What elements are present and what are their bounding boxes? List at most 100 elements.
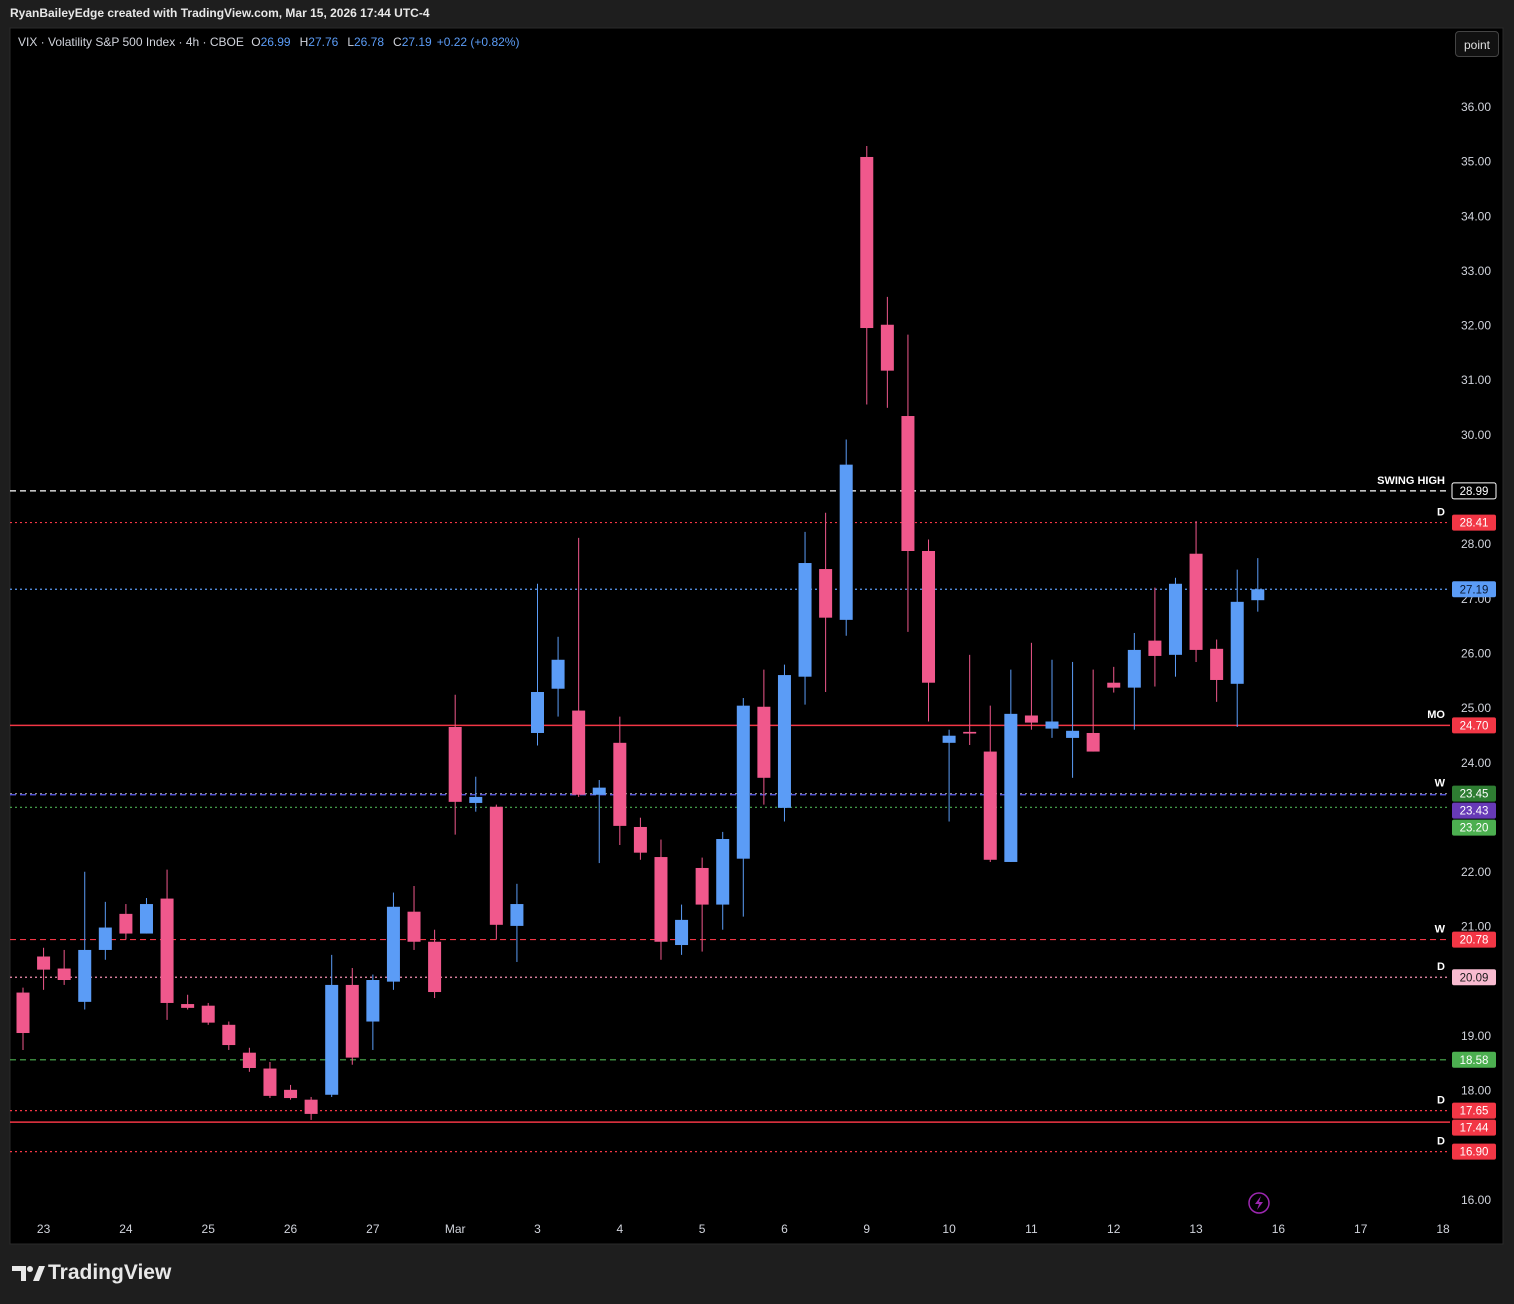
x-tick-label: 10	[942, 1222, 956, 1236]
y-tick-label: 31.00	[1461, 373, 1491, 387]
legend-change: +0.22 (+0.82%)	[436, 35, 520, 49]
level-label-bg	[1452, 1102, 1496, 1119]
legend-value: 27.19	[401, 35, 432, 49]
candle-body	[98, 927, 112, 950]
x-tick-label: 16	[1272, 1222, 1286, 1236]
candle-body	[695, 867, 709, 905]
candle-body	[119, 913, 133, 934]
x-tick-label: 24	[119, 1222, 133, 1236]
level-label: 17.65	[1460, 1106, 1489, 1118]
candle-body	[1251, 589, 1265, 601]
candle-body	[304, 1099, 318, 1114]
candle-body	[1168, 583, 1182, 655]
candle-body	[1148, 640, 1162, 656]
x-tick-label: 25	[202, 1222, 216, 1236]
level-tag: MO	[1427, 709, 1445, 721]
level-label: 20.09	[1460, 972, 1489, 984]
level-label-bg	[1451, 482, 1497, 500]
candle-body	[181, 1004, 195, 1008]
candle-body	[963, 731, 977, 734]
level-label-bg	[1452, 819, 1496, 836]
candle-body	[654, 857, 668, 942]
level-label-bg	[1452, 785, 1496, 802]
legend-key: L	[347, 35, 354, 49]
level-label: 27.19	[1460, 584, 1489, 596]
level-label-bg	[1452, 1051, 1496, 1068]
candle-body	[633, 826, 647, 853]
candle-body	[242, 1052, 256, 1068]
candle-body	[1045, 721, 1059, 729]
candle-body	[489, 806, 503, 925]
y-tick-label: 18.00	[1461, 1084, 1491, 1098]
y-tick-label: 33.00	[1461, 264, 1491, 278]
candle-body	[1107, 682, 1121, 688]
candle-body	[572, 710, 586, 795]
legend-value: 26.78	[354, 35, 385, 49]
legend-key: O	[251, 35, 261, 49]
y-tick-label: 16.00	[1461, 1193, 1491, 1207]
candle-body	[901, 416, 915, 552]
candle-body	[1086, 732, 1100, 752]
candle-body	[448, 726, 462, 802]
candle-body	[757, 706, 771, 778]
level-label: 24.70	[1460, 720, 1489, 732]
candle-body	[613, 742, 627, 826]
x-tick-label: 9	[863, 1222, 870, 1236]
candle-body	[160, 898, 174, 1003]
x-tick-label: 26	[284, 1222, 298, 1236]
candle-body	[201, 1005, 215, 1023]
x-tick-label: 13	[1189, 1222, 1203, 1236]
y-tick-label: 21.00	[1461, 920, 1491, 934]
chart-pane	[9, 27, 1504, 1245]
lightning-icon	[1248, 1192, 1270, 1214]
level-label-bg	[1452, 717, 1496, 734]
candle-body	[736, 705, 750, 859]
candle-body	[592, 787, 606, 795]
level-label: 28.99	[1460, 486, 1489, 498]
candle-body	[57, 968, 71, 981]
y-tick-label: 30.00	[1461, 428, 1491, 442]
candle-body	[16, 992, 30, 1034]
point-button[interactable]: point	[1455, 31, 1499, 57]
level-tag: SWING HIGH	[1377, 475, 1445, 487]
y-tick-label: 28.00	[1461, 537, 1491, 551]
candle-body	[531, 691, 544, 733]
legend-key: C	[393, 35, 402, 49]
candle-body	[1127, 649, 1141, 688]
level-label: 16.90	[1460, 1147, 1489, 1159]
level-label: 18.58	[1460, 1055, 1489, 1067]
candle-body	[1066, 730, 1080, 738]
candle-body	[777, 675, 791, 808]
y-tick-label: 32.00	[1461, 319, 1491, 333]
x-tick-label: 6	[781, 1222, 788, 1236]
candle-body	[798, 563, 812, 677]
candle-body	[78, 949, 92, 1002]
candle-body	[263, 1068, 277, 1096]
candle-body	[37, 956, 51, 970]
candle-body	[407, 911, 421, 942]
candle-body	[1024, 715, 1038, 723]
level-label: 23.45	[1460, 789, 1489, 801]
y-tick-label: 22.00	[1461, 865, 1491, 879]
candle-body	[551, 659, 565, 689]
candle-body	[469, 796, 483, 803]
candle-body	[675, 919, 689, 946]
level-label-bg	[1452, 1143, 1496, 1160]
candle-body	[1004, 713, 1018, 862]
x-tick-label: 17	[1354, 1222, 1368, 1236]
x-tick-label: 27	[366, 1222, 380, 1236]
y-tick-label: 34.00	[1461, 209, 1491, 223]
level-label-bg	[1452, 802, 1496, 819]
symbol-title: VIX · Volatility S&P 500 Index · 4h · CB…	[18, 35, 244, 49]
y-tick-label: 36.00	[1461, 100, 1491, 114]
level-label: 23.43	[1460, 806, 1489, 818]
level-tag: W	[1435, 778, 1446, 790]
candle-body	[345, 984, 359, 1058]
candle-body	[819, 569, 833, 618]
level-label: 28.41	[1460, 518, 1489, 530]
attribution: RyanBaileyEdge created with TradingView.…	[10, 6, 430, 20]
level-label-bg	[1452, 581, 1496, 598]
legend: VIX · Volatility S&P 500 Index · 4h · CB…	[18, 35, 524, 49]
